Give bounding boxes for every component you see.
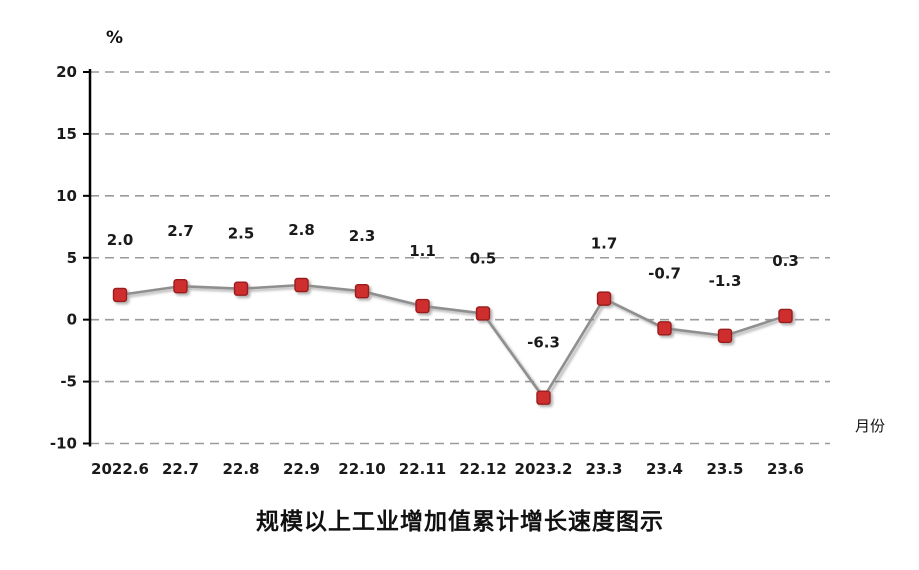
x-category-label: 22.7 <box>162 460 199 478</box>
x-category-label: 2023.2 <box>515 460 573 478</box>
y-tick-label: -10 <box>50 435 77 453</box>
data-point-label: 2.3 <box>349 227 376 245</box>
series-line <box>119 283 786 399</box>
data-point-marker <box>112 287 128 303</box>
data-point-label: 2.7 <box>167 222 194 240</box>
data-point-marker <box>657 321 672 336</box>
x-category-label: 22.11 <box>399 460 446 478</box>
x-category-label: 22.9 <box>283 460 320 478</box>
y-tick-label: 20 <box>56 63 77 81</box>
y-tick-label: 10 <box>56 187 77 205</box>
data-point-marker <box>475 306 491 321</box>
data-point-label: 2.0 <box>107 231 134 249</box>
y-tick-label: 5 <box>67 249 77 267</box>
x-category-label: 22.8 <box>222 460 259 478</box>
data-point-label: 1.7 <box>591 235 618 253</box>
data-point-marker <box>354 283 370 299</box>
x-category-label: 23.6 <box>767 460 804 478</box>
y-axis-unit-label: % <box>106 28 124 48</box>
y-tick-label: 0 <box>67 311 77 329</box>
x-category-label: 22.12 <box>459 460 506 478</box>
data-point-label: 2.5 <box>228 225 255 243</box>
data-point-label: -1.3 <box>709 272 742 290</box>
x-axis-label: 月份 <box>855 417 886 435</box>
data-point-label: -6.3 <box>527 334 560 352</box>
data-point-marker <box>173 279 188 294</box>
data-point-label: -0.7 <box>648 264 681 282</box>
x-category-label: 2022.6 <box>91 460 149 478</box>
data-point-marker <box>717 328 733 343</box>
data-point-marker <box>596 291 612 306</box>
x-category-label: 22.10 <box>338 460 385 478</box>
data-point-label: 1.1 <box>409 242 436 260</box>
data-point-marker <box>536 390 551 405</box>
y-tick-label: 15 <box>56 125 77 143</box>
y-tick-label: -5 <box>60 373 77 391</box>
x-category-label: 23.5 <box>706 460 743 478</box>
data-point-label: 0.3 <box>772 252 799 270</box>
data-point-marker <box>778 308 793 324</box>
data-point-marker <box>415 298 430 314</box>
data-point-label: 2.8 <box>288 221 315 239</box>
x-category-label: 23.4 <box>646 460 683 478</box>
data-point-label: 0.5 <box>470 249 497 267</box>
data-point-marker <box>233 281 249 296</box>
series-group <box>112 277 793 405</box>
chart-title: 规模以上工业增加值累计增长速度图示 <box>256 509 664 535</box>
x-category-label: 23.3 <box>585 460 622 478</box>
data-point-marker <box>294 277 309 293</box>
